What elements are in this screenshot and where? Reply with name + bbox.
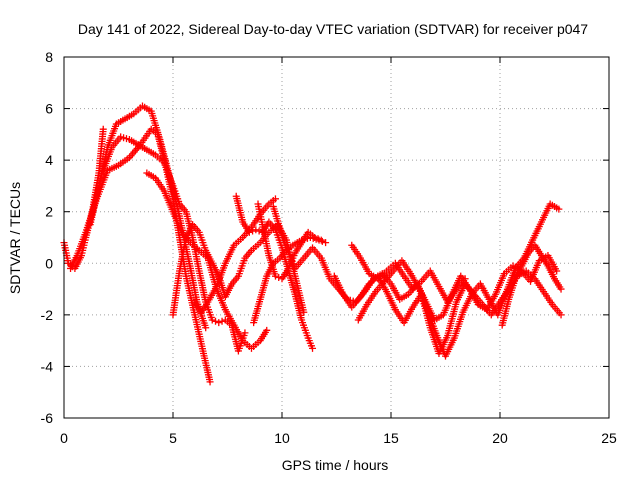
y-tick-label: 4 <box>45 152 53 168</box>
data-point <box>300 308 308 316</box>
data-point <box>215 319 223 327</box>
data-point <box>241 329 249 337</box>
data-point <box>555 205 563 213</box>
y-tick-label: -2 <box>41 307 54 323</box>
y-tick-label: 0 <box>45 255 53 271</box>
data-point <box>271 195 279 203</box>
x-tick-label: 25 <box>601 430 617 446</box>
data-point <box>206 378 214 386</box>
x-tick-label: 5 <box>169 430 177 446</box>
data-point <box>255 227 263 235</box>
data-point <box>318 237 326 245</box>
data-point <box>461 275 469 283</box>
data-point <box>99 125 107 133</box>
data-point <box>553 267 561 275</box>
data-point <box>245 228 253 236</box>
y-tick-label: 6 <box>45 101 53 117</box>
y-tick-label: 8 <box>45 49 53 65</box>
y-axis-label: SDTVAR / TECUs <box>7 182 23 294</box>
plot-frame <box>63 56 610 419</box>
data-point <box>271 272 279 280</box>
x-tick-label: 15 <box>383 430 399 446</box>
data-point <box>252 226 260 234</box>
data-point <box>557 285 565 293</box>
y-tick-label: -6 <box>41 410 54 426</box>
data-point <box>315 236 323 244</box>
data-point <box>263 326 271 334</box>
x-tick-label: 10 <box>274 430 290 446</box>
x-axis-label: GPS time / hours <box>282 457 389 473</box>
data-point <box>249 227 257 235</box>
tick-labels: 0 5 10 15 20 25 -6 -4 -2 0 2 4 6 8 <box>41 49 617 446</box>
data-point <box>309 344 317 352</box>
x-tick-label: 20 <box>492 430 508 446</box>
data-point <box>557 311 565 319</box>
x-tick-label: 0 <box>60 430 68 446</box>
series-arc-14 <box>354 200 563 360</box>
chart-title: Day 141 of 2022, Sidereal Day-to-day VTE… <box>78 21 588 37</box>
series-arc-15 <box>498 241 565 329</box>
data-point <box>208 316 216 324</box>
data-point <box>212 317 220 325</box>
data-point <box>202 324 210 332</box>
data-point <box>275 273 283 281</box>
series-arc-13 <box>348 241 469 306</box>
y-tick-label: 2 <box>45 204 53 220</box>
data-point <box>322 239 330 247</box>
data-points <box>60 102 565 386</box>
y-tick-label: -4 <box>41 358 54 374</box>
